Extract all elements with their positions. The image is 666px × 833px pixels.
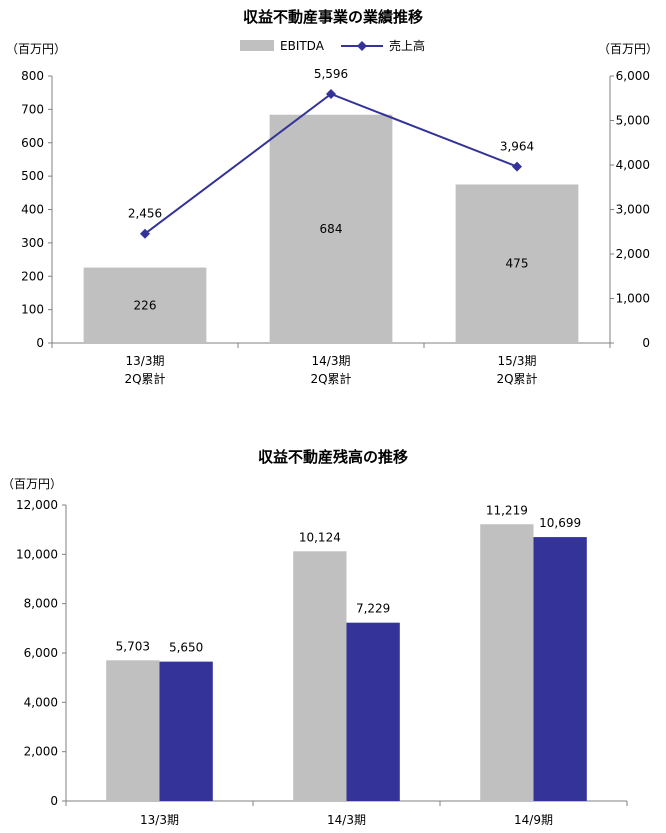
chart1-ebitda-label: 475 xyxy=(506,257,529,271)
chart1-category-label: 14/3期 xyxy=(312,354,351,368)
chart2-category-label: 14/9期 xyxy=(514,813,553,827)
chart2-title: 収益不動産残高の推移 xyxy=(258,448,408,466)
chart2-y-tick-label: 4,000 xyxy=(24,695,58,709)
chart1-ebitda-label: 226 xyxy=(134,298,157,312)
chart1-right-tick-label: 0 xyxy=(642,336,650,350)
chart1-left-unit: （百万円） xyxy=(6,42,66,56)
chart2-bar xyxy=(533,537,587,801)
chart1-plot: 0 100 200 300 400 500 600 700 800 0 1,000 2,000 3,00… xyxy=(21,67,650,386)
chart1-left-tick-label: 100 xyxy=(21,303,44,317)
chart2-y-tick-label: 10,000 xyxy=(16,547,58,561)
chart1-right-tick-label: 6,000 xyxy=(616,69,650,83)
chart1-ebitda-bar xyxy=(455,184,579,343)
chart1-ebitda-bar xyxy=(269,114,393,343)
legend-sales-label: 売上高 xyxy=(389,38,425,53)
chart2-bar-label: 10,699 xyxy=(539,516,581,530)
chart2-bar-label: 5,703 xyxy=(116,639,150,653)
chart2-bar xyxy=(106,660,160,801)
chart1-category-label: 2Q累計 xyxy=(124,371,165,386)
chart1-legend: EBITDA 売上高 xyxy=(240,38,425,53)
chart2-bar xyxy=(346,622,400,801)
chart2-bar xyxy=(159,661,213,801)
chart1-right-tick-label: 3,000 xyxy=(616,203,650,217)
chart1-right-tick-label: 2,000 xyxy=(616,247,650,261)
legend-ebitda-swatch xyxy=(240,40,274,51)
chart2-y-tick-label: 6,000 xyxy=(24,646,58,660)
chart1-right-tick-label: 4,000 xyxy=(616,158,650,172)
chart2-category-label: 14/3期 xyxy=(327,813,366,827)
chart1-left-tick-label: 0 xyxy=(36,336,44,350)
chart1-sales-label: 3,964 xyxy=(500,140,534,154)
chart1-sales-marker xyxy=(140,228,150,239)
chart2-bar-label: 11,219 xyxy=(486,503,528,517)
chart1-left-tick-label: 500 xyxy=(21,169,44,183)
chart2-bar xyxy=(480,524,534,801)
chart2-y-tick-label: 12,000 xyxy=(16,498,58,512)
chart1-category-label: 15/3期 xyxy=(498,354,537,368)
chart1-right-unit: （百万円） xyxy=(598,42,658,56)
chart1-left-tick-label: 600 xyxy=(21,136,44,150)
chart1-sales-marker xyxy=(512,161,522,172)
chart1-left-tick-label: 300 xyxy=(21,236,44,250)
chart2-plot: 0 2,000 4,000 6,000 8,000 10,000 12,000 5,703 10… xyxy=(16,498,628,827)
chart1-right-tick-label: 5,000 xyxy=(616,114,650,128)
chart2-y-tick-label: 8,000 xyxy=(24,597,58,611)
chart2-category-label: 13/3期 xyxy=(140,813,179,827)
chart1-category-label: 2Q累計 xyxy=(496,371,537,386)
legend-sales-marker xyxy=(357,41,367,51)
legend-ebitda-label: EBITDA xyxy=(280,39,325,53)
chart1-left-tick-label: 700 xyxy=(21,102,44,116)
chart2-bar-label: 5,650 xyxy=(169,641,203,655)
chart1-ebitda-bar xyxy=(83,267,207,343)
chart1-ebitda-label: 684 xyxy=(320,222,343,236)
chart1-left-tick-label: 400 xyxy=(21,203,44,217)
chart1-category-label: 2Q累計 xyxy=(310,371,351,386)
chart1-sales-marker xyxy=(326,88,336,99)
chart1-title: 収益不動産事業の業績推移 xyxy=(243,8,423,26)
chart1-left-tick-label: 800 xyxy=(21,69,44,83)
chart2-bar xyxy=(293,551,347,801)
chart1-sales-label: 5,596 xyxy=(314,67,348,81)
chart1-right-tick-label: 1,000 xyxy=(616,292,650,306)
chart2-bar-label: 10,124 xyxy=(299,530,341,544)
chart2-bar-label: 7,229 xyxy=(356,602,390,616)
chart2-y-tick-label: 2,000 xyxy=(24,745,58,759)
chart1-sales-label: 2,456 xyxy=(128,207,162,221)
chart2-y-tick-label: 0 xyxy=(50,794,58,808)
chart1-left-tick-label: 200 xyxy=(21,269,44,283)
chart1-category-label: 13/3期 xyxy=(126,354,165,368)
chart2-left-unit: （百万円） xyxy=(2,477,62,491)
